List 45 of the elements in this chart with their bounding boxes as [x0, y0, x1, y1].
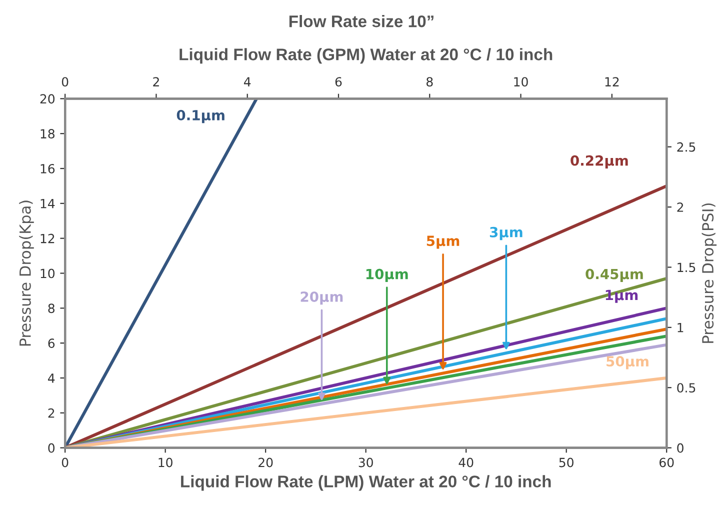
y2-tick-label: 0.5 [677, 383, 696, 393]
x-tick-label: 50 [559, 458, 574, 468]
y-tick-label: 8 [48, 304, 54, 314]
y2-tick-label: 1.5 [678, 262, 696, 272]
y-tick-label: 14 [40, 199, 55, 208]
y-tick-label: 12 [40, 234, 54, 244]
y-tick-label: 6 [48, 338, 55, 348]
x-tick-label: 30 [358, 458, 373, 468]
y-tick-label: 0 [48, 443, 55, 453]
x2-tick-label: 8 [426, 77, 433, 87]
y-tick-label: 2 [48, 408, 54, 418]
y2-tick-label: 1 [678, 323, 684, 332]
y-tick-label: 10 [40, 268, 55, 278]
x-tick-label: 60 [660, 458, 674, 468]
text: 5µm [426, 236, 460, 249]
y2-tick-label: 2.5 [677, 142, 696, 152]
y-tick-label: 20 [40, 94, 55, 104]
x2-tick-label: 6 [335, 77, 342, 87]
x2-tick-label: 10 [514, 77, 528, 87]
x2-tick-label: 2 [153, 77, 159, 86]
x-tick-label: 20 [258, 458, 273, 468]
y2-tick-label: 0 [677, 443, 684, 453]
series-label: 0.1µm [176, 110, 224, 124]
series-label: 50µm [606, 356, 648, 370]
y2-tick-label: 2 [677, 202, 684, 212]
y-tick-label: 18 [40, 129, 54, 139]
text: 3µm [490, 226, 522, 240]
x2-tick-label: 12 [605, 77, 619, 86]
y-tick-label: 16 [40, 164, 55, 174]
x-tick-label: 40 [458, 458, 474, 468]
x2-tick-label: 4 [244, 77, 251, 86]
series-label: 1µm [606, 290, 638, 303]
y2-axis-title: Pressure Drop(PSI) [702, 203, 717, 343]
y-tick-label: 4 [48, 374, 55, 383]
text: 0.22µm [570, 155, 628, 168]
text: 20µm [300, 291, 343, 305]
y-axis-title: Pressure Drop(Kpa) [19, 200, 34, 346]
x2-tick-label: 0 [62, 77, 68, 87]
x-tick-label: 10 [158, 458, 172, 468]
x-axis-title: Liquid Flow Rate (LPM) Water at 20 °C / 10 inch [181, 475, 551, 491]
chart-title: Flow Rate size 10” [289, 15, 434, 28]
text: 10µm [366, 268, 408, 282]
series-label: 0.45µm [586, 268, 643, 282]
x2-axis-title: Liquid Flow Rate (GPM) Water at 20 °C / 10 inch [180, 48, 552, 64]
x-tick-label: 0 [62, 458, 68, 468]
